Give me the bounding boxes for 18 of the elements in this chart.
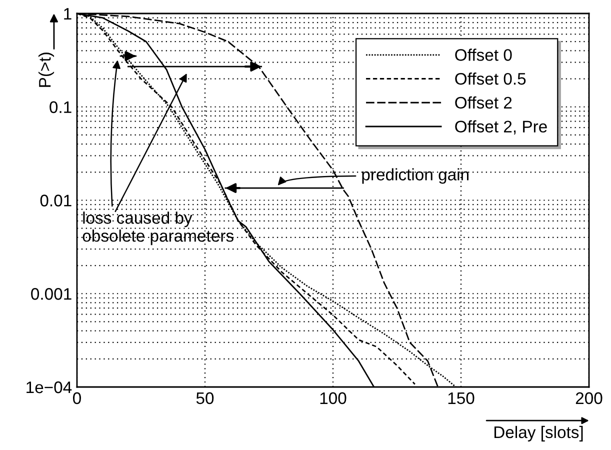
legend-label: Offset 0: [455, 48, 512, 61]
x-axis-title: Delay [slots]: [494, 426, 583, 442]
legend-label: Offset 2: [455, 96, 512, 109]
x-tick-label: 150: [448, 392, 474, 404]
y-axis-title: P(>t): [38, 52, 54, 87]
annotation: loss caused by obsolete parameters: [82, 212, 234, 246]
y-tick-label: 1: [64, 8, 72, 20]
annotation: prediction gain: [362, 168, 468, 184]
x-tick-label: 100: [320, 392, 346, 404]
legend-label: Offset 0.5: [455, 72, 526, 85]
y-tick-label: 0.01: [40, 194, 72, 206]
y-tick-label: 1e−04: [26, 381, 72, 394]
legend-label: Offset 2, Pre: [455, 120, 547, 134]
y-tick-label: 0.001: [31, 288, 72, 300]
x-tick-label: 200: [576, 392, 602, 404]
x-tick-label: 0: [73, 392, 81, 404]
y-tick-label: 0.1: [50, 101, 72, 114]
x-tick-label: 50: [196, 392, 214, 404]
